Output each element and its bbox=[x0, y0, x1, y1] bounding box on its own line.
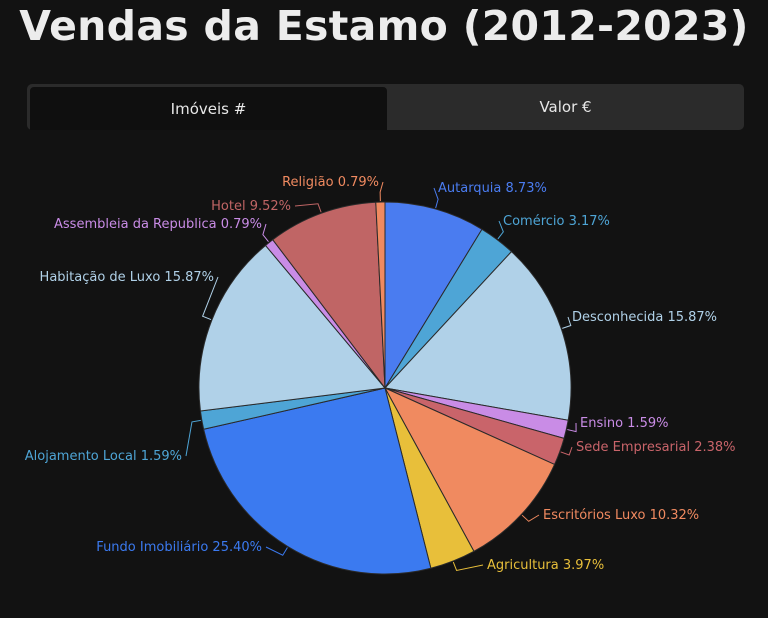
slice-label: Autarquia 8.73% bbox=[438, 181, 547, 196]
pie-slice[interactable] bbox=[383, 386, 556, 553]
leader-line bbox=[262, 223, 269, 243]
leader-line bbox=[521, 514, 540, 522]
slice-label: Religião 0.79% bbox=[282, 175, 379, 190]
slice-label: Comércio 3.17% bbox=[503, 214, 610, 229]
leader-line bbox=[433, 187, 439, 209]
chart-title: Vendas da Estamo (2012-2023) bbox=[19, 2, 749, 50]
pie-slice[interactable] bbox=[272, 201, 386, 390]
slice-label: Agricultura 3.97% bbox=[487, 558, 604, 573]
slice-label: Escritórios Luxo 10.32% bbox=[543, 508, 699, 523]
slice-label: Alojamento Local 1.59% bbox=[25, 449, 182, 464]
leader-line bbox=[560, 446, 573, 456]
leader-line bbox=[562, 316, 572, 329]
slice-label: Sede Empresarial 2.38% bbox=[576, 440, 736, 455]
leader-line bbox=[497, 220, 504, 240]
slice-label: Hotel 9.52% bbox=[211, 199, 291, 214]
leader-line bbox=[185, 419, 201, 457]
slice-label: Desconhecida 15.87% bbox=[572, 310, 717, 325]
pie-slice[interactable] bbox=[384, 250, 572, 421]
slice-label: Fundo Imobiliário 25.40% bbox=[96, 540, 262, 555]
pie-slice[interactable] bbox=[384, 201, 483, 390]
tab-valor[interactable]: Valor € bbox=[539, 98, 592, 116]
pie-slice[interactable] bbox=[198, 244, 386, 412]
leader-line bbox=[201, 276, 219, 321]
tab-imoveis[interactable]: Imóveis # bbox=[30, 87, 387, 130]
slice-label: Habitação de Luxo 15.87% bbox=[40, 270, 214, 285]
leader-line bbox=[265, 546, 288, 556]
slice-label: Assembleia da Republica 0.79% bbox=[54, 217, 262, 232]
slice-label: Ensino 1.59% bbox=[580, 416, 668, 431]
pie-slice[interactable] bbox=[203, 387, 432, 575]
leader-line bbox=[452, 561, 484, 572]
leader-line bbox=[379, 181, 384, 202]
leader-line bbox=[567, 422, 577, 433]
pie-chart: Autarquia 8.73% Comércio 3.17% Desconhecid… bbox=[25, 175, 736, 575]
leader-line bbox=[294, 203, 322, 213]
pie-slice[interactable] bbox=[375, 201, 386, 389]
tab-bar: Imóveis # Valor € bbox=[27, 84, 744, 130]
